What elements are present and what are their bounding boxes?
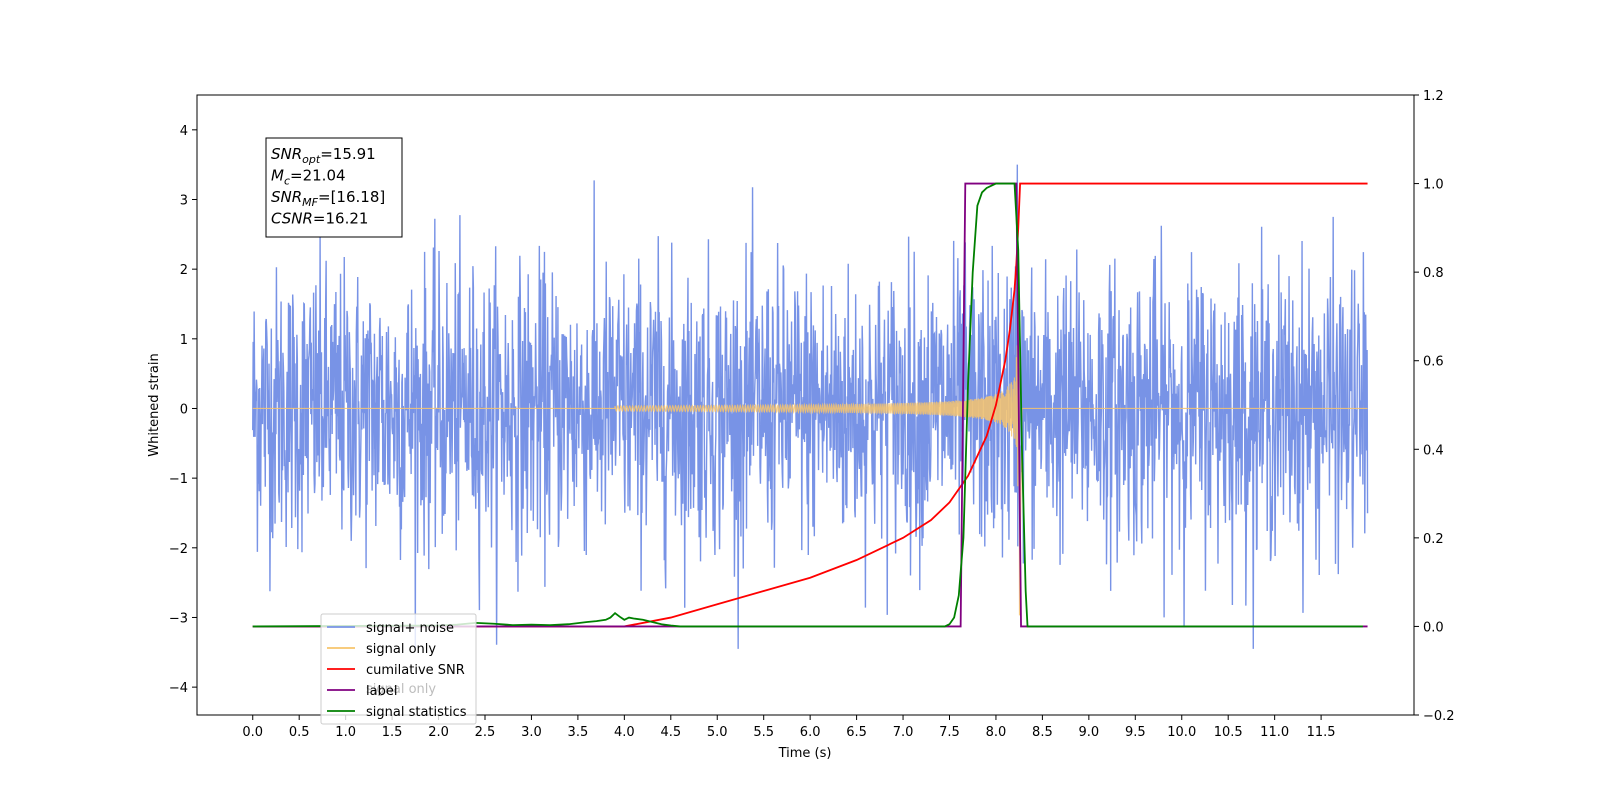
y-left-tick-label: 2	[180, 263, 188, 278]
legend-label: signal only	[366, 642, 436, 657]
x-tick-label: 9.5	[1125, 725, 1146, 740]
x-tick-label: 2.0	[428, 725, 449, 740]
x-tick-label: 11.0	[1260, 725, 1289, 740]
stats-row: SNRopt=15.91	[271, 145, 376, 166]
series-cumilative-snr	[252, 182, 1368, 628]
x-tick-label: 0.0	[242, 725, 263, 740]
legend-label: cumilative SNR	[366, 663, 465, 678]
plot-frame	[196, 94, 1415, 716]
x-axis-label: Time (s)	[778, 746, 832, 761]
stats-row: CSNR=16.21	[271, 210, 368, 228]
x-tick-label: 8.0	[986, 725, 1007, 740]
stats-row: SNRMF=[16.18]	[271, 188, 385, 209]
x-tick-label: 1.5	[382, 725, 403, 740]
x-axis-ticks: 0.0 0.5 1.0 1.5 2.0 2.5 3.0 3.5 4.0 4.5 5.0 5.5 6.0 6…	[242, 715, 1336, 740]
x-tick-label: 7.0	[893, 725, 914, 740]
x-tick-label: 4.5	[660, 725, 681, 740]
y-right-tick-label: 0.0	[1423, 620, 1444, 635]
x-tick-label: 10.0	[1167, 725, 1196, 740]
y-right-tick-label: 0.8	[1423, 266, 1444, 281]
x-tick-label: 4.0	[614, 725, 635, 740]
x-tick-label: 6.5	[846, 725, 867, 740]
x-tick-label: 0.5	[289, 725, 310, 740]
y-left-tick-label: 4	[180, 124, 188, 139]
y-right-tick-label: 0.4	[1423, 443, 1444, 458]
y-right-tick-label: 0.6	[1423, 355, 1444, 370]
x-tick-label: 6.0	[800, 725, 821, 740]
legend-label: label	[366, 684, 397, 699]
x-tick-label: 11.5	[1307, 725, 1336, 740]
x-tick-label: 5.5	[753, 725, 774, 740]
legend-label: signal statistics	[366, 705, 467, 720]
x-tick-label: 7.5	[939, 725, 960, 740]
x-tick-label: 2.5	[475, 725, 496, 740]
legend: signal only signal+ noise signal only cumil…	[320, 613, 477, 725]
y-right-tick-label: 1.0	[1423, 178, 1444, 193]
x-tick-label: 5.0	[707, 725, 728, 740]
series-signal-only	[252, 290, 1368, 616]
series-signal-statistics	[252, 182, 1363, 628]
y-right-tick-label: 0.2	[1423, 532, 1444, 547]
y-left-tick-label: −2	[169, 542, 188, 557]
y-left-tick-label: 1	[180, 333, 188, 348]
y-left-tick-label: 0	[180, 402, 188, 417]
x-tick-label: 10.5	[1214, 725, 1243, 740]
legend-ghost-text: signal only	[366, 682, 436, 697]
x-tick-label: 1.0	[335, 725, 356, 740]
y-left-tick-label: −1	[169, 472, 188, 487]
y-left-tick-label: −3	[169, 611, 188, 626]
y-left-tick-label: 3	[180, 193, 188, 208]
series-layer	[252, 164, 1369, 649]
stats-row: Mc=21.04	[271, 167, 346, 188]
x-tick-label: 9.0	[1079, 725, 1100, 740]
y-right-tick-label: −0.2	[1423, 709, 1455, 724]
x-tick-label: 3.0	[521, 725, 542, 740]
y-axis-left-ticks: −4 −3 −2 −1 0 1 2 3 4	[169, 124, 197, 696]
x-tick-label: 3.5	[568, 725, 589, 740]
y-axis-label: Whitened strain	[147, 353, 162, 456]
y-axis-right-ticks: −0.2 0.0 0.2 0.4 0.6 0.8 1.0 1.2	[1414, 89, 1455, 724]
x-tick-label: 8.5	[1032, 725, 1053, 740]
y-left-tick-label: −4	[169, 681, 188, 696]
series-signal-noise	[252, 164, 1369, 649]
stats-textbox: SNRopt=15.91Mc=21.04SNRMF=[16.18]CSNR=16…	[265, 137, 403, 238]
legend-label: signal+ noise	[366, 621, 454, 636]
y-right-tick-label: 1.2	[1423, 89, 1444, 104]
